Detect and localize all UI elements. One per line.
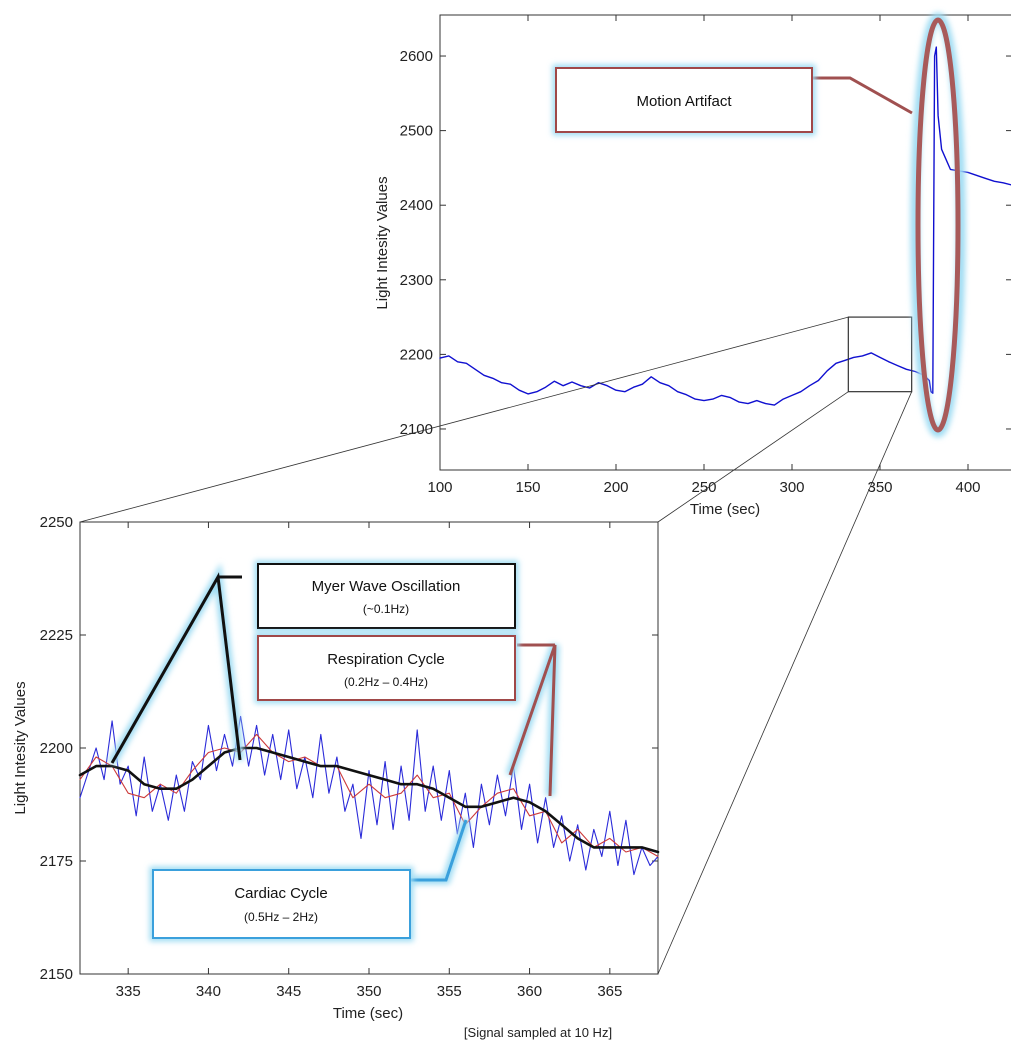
sampling-footnote: [Signal sampled at 10 Hz] bbox=[464, 1025, 612, 1040]
overview-y-tick-label: 2600 bbox=[400, 48, 433, 65]
zoom-connector-line bbox=[657, 391, 913, 975]
myer-wave-annotation: Myer Wave Oscillation (~0.1Hz) bbox=[108, 560, 519, 766]
overview-x-tick-label: 300 bbox=[779, 479, 804, 496]
zoom-y-tick-label: 2200 bbox=[40, 740, 73, 757]
zoom-y-tick-label: 2225 bbox=[40, 627, 73, 644]
cardiac-label: Cardiac Cycle bbox=[234, 885, 327, 902]
overview-y-tick-label: 2200 bbox=[400, 346, 433, 363]
myer-wave-frequency: (~0.1Hz) bbox=[363, 602, 409, 616]
zoom-y-tick-label: 2175 bbox=[40, 853, 73, 870]
overview-y-tick-label: 2300 bbox=[400, 272, 433, 289]
overview-x-tick-label: 350 bbox=[867, 479, 892, 496]
zoom-series-line-myer-wave-oscillation bbox=[78, 746, 660, 854]
overview-x-tick-label: 400 bbox=[955, 479, 980, 496]
zoom-region bbox=[79, 316, 913, 975]
zoom-x-tick-label: 345 bbox=[276, 983, 301, 1000]
zoom-box bbox=[847, 316, 913, 393]
zoom-x-tick-label: 340 bbox=[196, 983, 221, 1000]
respiration-annotation: Respiration Cycle (0.2Hz – 0.4Hz) bbox=[254, 632, 560, 797]
myer-wave-box bbox=[257, 563, 516, 629]
zoom-connector-line bbox=[657, 391, 849, 523]
motion-artifact-annotation: Motion Artifact bbox=[552, 12, 966, 438]
overview-series-line-0 bbox=[439, 46, 1011, 406]
zoom-y-tick-label: 2150 bbox=[40, 966, 73, 983]
motion-artifact-ellipse-glow bbox=[910, 12, 966, 438]
motion-artifact-pointer bbox=[812, 76, 913, 115]
cardiac-pointer bbox=[410, 819, 468, 882]
zoom-x-tick-label: 350 bbox=[356, 983, 381, 1000]
zoom-y-axis-label: Light Intesity Values bbox=[12, 681, 29, 814]
overview-x-axis-label: Time (sec) bbox=[690, 501, 760, 518]
zoom-connector-line bbox=[79, 316, 849, 523]
overview-y-tick-label: 2400 bbox=[400, 197, 433, 214]
overview-x-tick-label: 200 bbox=[603, 479, 628, 496]
zoom-series bbox=[78, 715, 660, 876]
zoom-series-line-respiration-cycle bbox=[79, 733, 659, 858]
overview-y-axis-label: Light Intesity Values bbox=[374, 176, 391, 309]
zoom-x-tick-label: 365 bbox=[597, 983, 622, 1000]
motion-artifact-box bbox=[555, 67, 813, 133]
motion-artifact-label: Motion Artifact bbox=[636, 93, 732, 110]
overview-x-tick-label: 150 bbox=[515, 479, 540, 496]
overview-tick-labels: 100 150 200 250 300 350 400 2100 2200 2300 2400 250… bbox=[400, 48, 981, 496]
respiration-frequency: (0.2Hz – 0.4Hz) bbox=[344, 675, 428, 689]
zoom-y-tick-label: 2250 bbox=[40, 514, 73, 531]
zoom-x-tick-label: 360 bbox=[517, 983, 542, 1000]
zoom-x-tick-label: 355 bbox=[437, 983, 462, 1000]
overview-series bbox=[439, 46, 1011, 406]
cardiac-box bbox=[152, 869, 411, 939]
overview-ticks bbox=[439, 15, 1011, 470]
overview-x-tick-label: 250 bbox=[691, 479, 716, 496]
respiration-label: Respiration Cycle bbox=[327, 651, 445, 668]
zoom-x-tick-label: 335 bbox=[116, 983, 141, 1000]
motion-artifact-ellipse bbox=[915, 17, 961, 433]
overview-x-tick-label: 100 bbox=[427, 479, 452, 496]
overview-y-tick-label: 2100 bbox=[400, 421, 433, 438]
zoom-tick-labels: 335 340 345 350 355 360 365 2150 2175 2200 2225 225… bbox=[40, 514, 623, 1000]
overview-y-tick-label: 2500 bbox=[400, 123, 433, 140]
zoom-ticks bbox=[80, 521, 658, 975]
myer-wave-label: Myer Wave Oscillation bbox=[312, 578, 461, 595]
cardiac-frequency: (0.5Hz – 2Hz) bbox=[244, 910, 318, 924]
cardiac-annotation: Cardiac Cycle (0.5Hz – 2Hz) bbox=[149, 818, 471, 942]
zoom-x-axis-label: Time (sec) bbox=[333, 1005, 403, 1022]
zoom-series-line-cardiac-cycle bbox=[79, 715, 659, 876]
respiration-box bbox=[257, 635, 516, 701]
